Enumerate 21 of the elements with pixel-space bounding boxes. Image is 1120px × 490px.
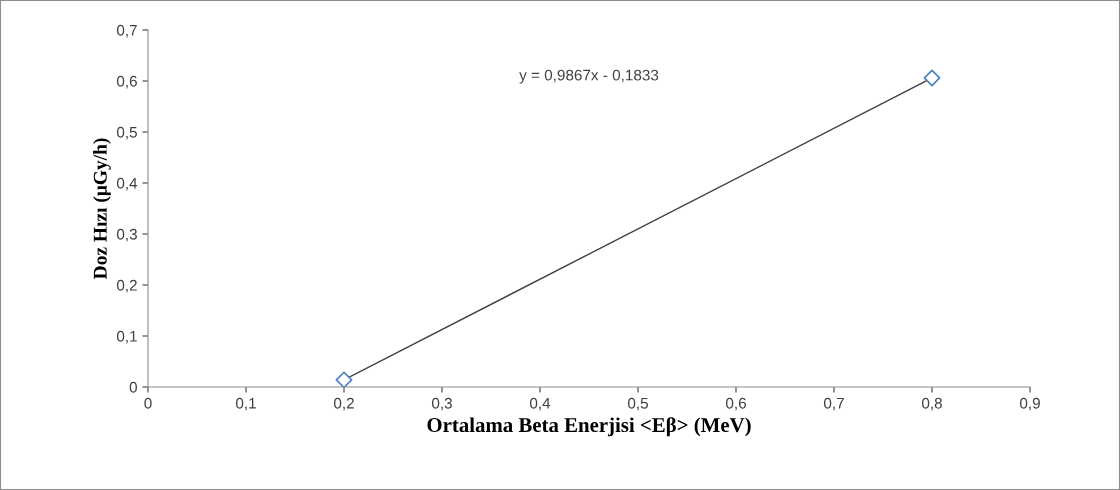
x-tick-label: 0,9 — [1019, 397, 1040, 411]
x-tick-label: 0,5 — [627, 397, 648, 411]
x-tick-label: 0,4 — [529, 397, 551, 411]
x-tick-label: 0,6 — [725, 397, 746, 411]
y-axis-title: Doz Hızı (μGy/h) — [93, 138, 111, 280]
x-tick-label: 0 — [144, 397, 152, 409]
y-tick-label: 0 — [129, 381, 137, 393]
y-tick-label: 0,7 — [116, 24, 137, 38]
x-tick-label: 0,3 — [431, 397, 452, 411]
x-tick-label: 0,1 — [235, 397, 256, 411]
y-tick-label: 0,2 — [116, 279, 137, 293]
y-tick-label: 0,4 — [116, 177, 138, 191]
y-tick-label: 0,3 — [116, 228, 137, 242]
annotation: y = 0,9867x - 0,1833 — [519, 69, 659, 84]
y-tick-label: 0,5 — [116, 126, 137, 140]
x-tick-label: 0,2 — [333, 397, 354, 411]
y-tick-label: 0,6 — [116, 75, 137, 89]
y-tick-label: 0,1 — [116, 330, 137, 344]
x-tick-label: 0,8 — [921, 397, 942, 411]
x-axis-title: Ortalama Beta Enerjisi <Eβ> (MeV) — [427, 417, 751, 437]
x-tick-label: 0,7 — [823, 397, 844, 411]
